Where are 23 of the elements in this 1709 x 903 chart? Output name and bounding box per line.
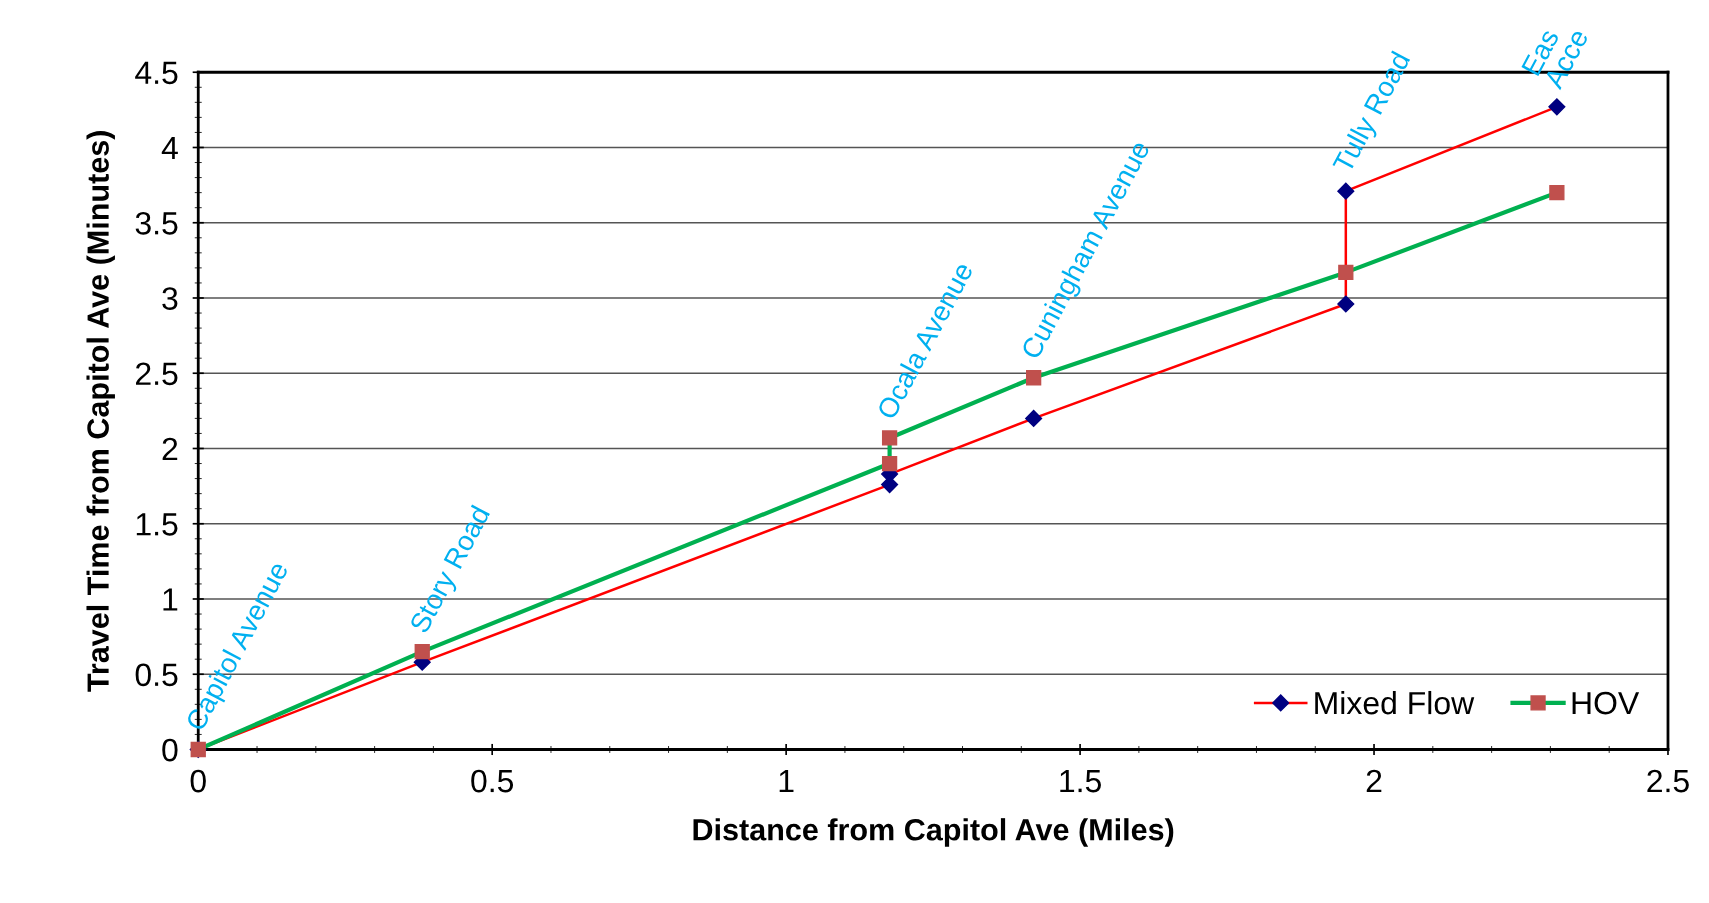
y-tick-label: 4.5 [135, 61, 178, 85]
annotation: Story Road [408, 504, 495, 637]
legend-label: HOV [1572, 691, 1640, 715]
y-tick-label: 2 [162, 437, 178, 461]
y-tick-label: 1.5 [136, 513, 178, 536]
annotation: Tully Road [1331, 50, 1416, 177]
y-tick-label: 3 [162, 287, 178, 310]
x-tick-label: 2 [1366, 769, 1382, 793]
x-axis-title: Distance from Capitol Ave (Miles) [693, 818, 1174, 847]
y-tick-label: 0 [162, 738, 178, 762]
y-tick-label: 3.5 [135, 212, 178, 235]
y-tick-label: 4 [161, 137, 178, 160]
x-tick-label: 1.5 [1060, 770, 1101, 793]
y-axis-title: Travel Time from Capitol Ave (Minutes) [86, 131, 115, 692]
legend-label: Mixed Flow [1315, 690, 1475, 715]
x-tick-label: 0 [190, 769, 206, 793]
y-tick-label: 1 [163, 588, 178, 611]
annotation: Eas Acce [1521, 27, 1589, 91]
x-tick-label: 1 [779, 770, 794, 793]
x-tick-label: 0.5 [471, 769, 514, 793]
y-tick-label: 0.5 [135, 663, 178, 687]
y-tick-label: 2.5 [136, 362, 178, 386]
x-tick-label: 2.5 [1647, 769, 1689, 793]
